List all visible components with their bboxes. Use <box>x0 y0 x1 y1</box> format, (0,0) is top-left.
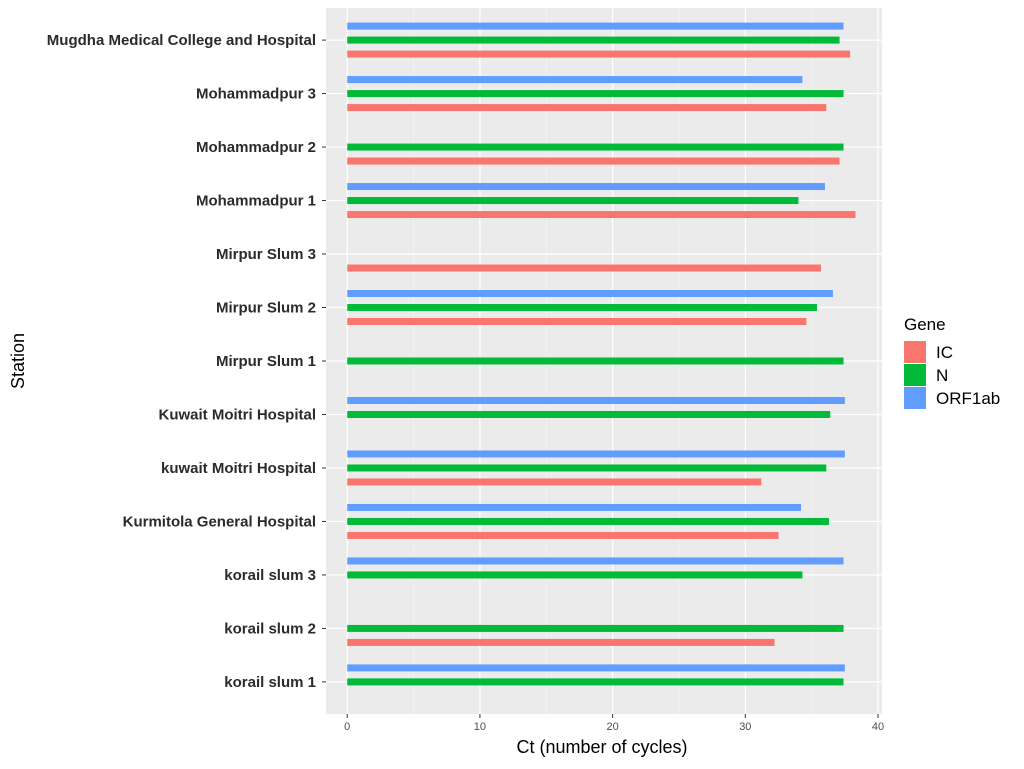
bar-ic <box>347 264 821 272</box>
bar-ic <box>347 638 775 646</box>
y-tick-label: Mohammadpur 1 <box>196 193 316 210</box>
bar-orf1ab <box>347 396 845 404</box>
bar-n <box>347 357 844 365</box>
y-axis: korail slum 1 korail slum 2 korail slum 3 K… <box>47 32 326 691</box>
y-tick-label: korail slum 2 <box>224 620 316 637</box>
y-tick-label: korail slum 1 <box>224 674 316 691</box>
bar-orf1ab <box>347 22 844 30</box>
x-axis-title: Ct (number of cycles) <box>516 737 687 757</box>
bar-orf1ab <box>347 450 845 458</box>
bar-ic <box>347 211 856 219</box>
bar-n <box>347 464 827 472</box>
bar-n <box>347 143 844 151</box>
bar-ic <box>347 478 762 486</box>
bar-orf1ab <box>347 503 802 511</box>
x-axis: 0 10 20 30 40 <box>344 714 884 733</box>
bar-orf1ab <box>347 557 844 565</box>
bar-n <box>347 90 844 98</box>
bar-n <box>347 571 803 579</box>
bar-n <box>347 410 831 418</box>
bar-ic <box>347 50 851 58</box>
y-tick-label: Mirpur Slum 3 <box>216 246 316 263</box>
x-tick-label: 0 <box>344 721 350 733</box>
bar-ic <box>347 104 827 112</box>
bar-orf1ab <box>347 76 803 84</box>
y-tick-label: kuwait Moitri Hospital <box>161 460 316 477</box>
bar-ic <box>347 157 840 165</box>
x-tick-label: 40 <box>872 721 884 733</box>
bar-n <box>347 678 844 686</box>
bar-ic <box>347 318 807 326</box>
x-tick-label: 30 <box>739 721 751 733</box>
legend: Gene IC N ORF1ab <box>904 315 1000 409</box>
y-tick-label: Mugdha Medical College and Hospital <box>47 32 316 49</box>
bar-n <box>347 517 829 525</box>
legend-label-orf1ab: ORF1ab <box>936 389 1000 408</box>
y-axis-title: Station <box>8 333 28 389</box>
bar-orf1ab <box>347 183 825 191</box>
y-tick-label: Mohammadpur 2 <box>196 139 316 156</box>
legend-swatch-orf1ab <box>904 387 926 409</box>
x-tick-label: 20 <box>607 721 619 733</box>
y-tick-label: Mirpur Slum 1 <box>216 353 316 370</box>
x-tick-label: 10 <box>474 721 486 733</box>
bar-n <box>347 304 817 312</box>
bars <box>347 22 856 686</box>
y-tick-label: Kurmitola General Hospital <box>123 513 316 530</box>
bar-orf1ab <box>347 664 845 672</box>
y-tick-label: Mirpur Slum 2 <box>216 300 316 317</box>
legend-title: Gene <box>904 315 946 334</box>
bar-ic <box>347 531 779 539</box>
y-tick-label: korail slum 3 <box>224 567 316 584</box>
y-tick-label: Kuwait Moitri Hospital <box>159 406 317 423</box>
legend-swatch-n <box>904 364 926 386</box>
bar-n <box>347 624 844 632</box>
legend-label-ic: IC <box>936 343 953 362</box>
bar-orf1ab <box>347 290 833 298</box>
bar-n <box>347 36 840 44</box>
bar-n <box>347 197 799 205</box>
legend-label-n: N <box>936 366 948 385</box>
y-tick-label: Mohammadpur 3 <box>196 86 316 103</box>
legend-swatch-ic <box>904 341 926 363</box>
